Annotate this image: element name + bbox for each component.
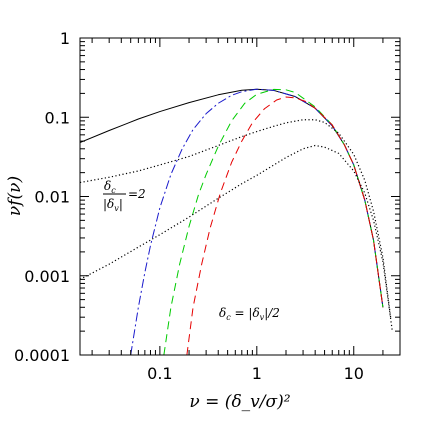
- y-tick-label: 0.1: [45, 108, 70, 127]
- series-line-3: [163, 88, 384, 355]
- annotation-half: δc = |δv|/2: [219, 306, 280, 322]
- annotation-ratio: δc |δv| =2: [103, 179, 146, 213]
- x-tick-label: 0.1: [147, 364, 172, 383]
- series-line-1: [80, 88, 384, 308]
- y-tick-label: 0.0001: [14, 346, 70, 365]
- x-tick-label: 10: [344, 364, 364, 383]
- series-line-2: [130, 88, 384, 355]
- annotation-ratio-denominator: |δ: [103, 197, 114, 211]
- annotation-ratio-suffix: =2: [128, 187, 146, 201]
- x-axis-label: ν = (δ_v/σ)²: [189, 392, 290, 412]
- annotation-ratio-denominator-end: |: [119, 197, 123, 211]
- series-line-4: [186, 96, 384, 355]
- annotation-ratio-numerator-sub: c: [111, 186, 116, 195]
- y-tick-label: 0.001: [24, 267, 70, 286]
- series-layer: [80, 88, 393, 355]
- svg-text:|δv|: |δv|: [103, 197, 123, 213]
- y-tick-label: 0.01: [34, 188, 70, 207]
- annotation-ratio-numerator: δ: [104, 179, 111, 193]
- svg-text:δc: δc: [104, 179, 116, 195]
- annotation-ratio-denominator-sub: v: [114, 204, 119, 213]
- series-line-5: [80, 119, 392, 318]
- y-axis-label: νf(ν): [5, 176, 25, 216]
- y-tick-label: 1: [60, 29, 70, 48]
- tick-layer: [80, 37, 401, 356]
- tick-label-layer: 0.1 1 10 0.0001 0.001 0.01 0.1 1: [14, 29, 364, 383]
- x-tick-label: 1: [252, 364, 262, 383]
